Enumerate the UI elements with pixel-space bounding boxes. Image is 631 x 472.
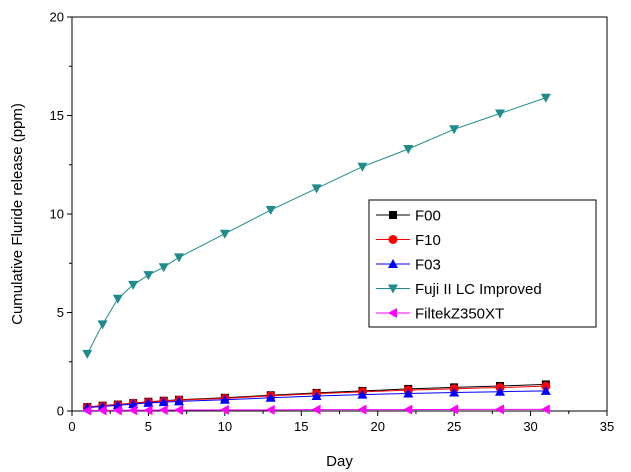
x-tick-label: 20 [370,419,384,434]
data-point [143,405,153,416]
x-tick-label: 30 [523,419,537,434]
data-point [495,386,505,396]
data-point [357,404,367,415]
y-axis: 0 5 10 15 20 [50,10,72,419]
data-point [449,387,460,397]
data-point [82,405,92,416]
data-point [97,320,108,330]
legend-marker [388,308,397,318]
y-tick-label: 10 [50,207,64,222]
data-point [357,162,368,172]
series-4 [82,404,550,416]
data-point [128,399,139,409]
x-tick-label: 0 [68,419,75,434]
data-point [174,253,184,263]
x-tick-label: 5 [145,419,152,434]
data-point [128,405,138,416]
data-point [265,404,275,415]
data-point [158,397,169,407]
data-point [265,392,276,402]
data-point [265,206,276,216]
legend-label: Fuji II LC Improved [415,281,542,298]
legend-item-4: FiltekZ350XT [376,306,504,323]
data-point [97,405,107,416]
x-tick-label: 15 [294,419,308,434]
data-point [128,280,139,290]
data-point [311,184,322,194]
data-point [449,125,460,135]
data-point [540,93,551,103]
legend-marker [388,284,398,294]
legend-label: F00 [415,208,441,225]
legend-item-0: F00 [376,208,441,225]
series-3 [82,93,551,359]
x-axis-title: Day [326,453,353,470]
data-point [403,144,414,154]
y-axis-title: Cumulative Fluride release (ppm) [9,103,26,325]
data-point [219,394,230,404]
x-tick-label: 10 [218,419,232,434]
legend-marker [388,259,398,268]
legend-marker [388,235,398,244]
data-point [158,263,169,273]
data-point [158,405,168,416]
data-point [174,405,183,416]
data-point [82,349,93,359]
data-point [219,229,230,239]
x-axis: 0 5 10 15 20 25 30 35 [68,411,614,434]
legend-label: FiltekZ350XT [415,306,504,323]
data-point [219,404,229,415]
x-tick-label: 25 [447,419,461,434]
data-point [143,271,154,281]
y-tick-label: 20 [50,10,64,25]
legend-item-1: F10 [376,232,441,249]
legend: F00 F10 F03 Fuji II LC Improved FiltekZ350XT [368,199,597,328]
data-point [540,404,550,415]
data-point [495,404,504,415]
data-point [540,385,551,395]
data-point [311,404,321,415]
data-point [311,391,322,401]
y-tick-label: 15 [50,108,64,123]
legend-label: F03 [415,257,441,274]
data-point [174,396,184,406]
data-point [403,404,413,415]
data-point [495,109,505,119]
legend-marker [389,211,397,219]
data-point [357,389,368,399]
data-point [143,397,154,407]
x-tick-label: 35 [600,419,614,434]
series-layer [82,93,551,416]
y-tick-label: 5 [57,305,64,320]
data-point [449,404,459,415]
data-point [112,294,123,304]
y-tick-label: 0 [57,404,64,419]
data-point [112,405,122,416]
legend-item-2: F03 [376,257,441,274]
legend-label: F10 [415,232,441,249]
legend-item-3: Fuji II LC Improved [376,281,542,298]
data-point [403,388,414,398]
